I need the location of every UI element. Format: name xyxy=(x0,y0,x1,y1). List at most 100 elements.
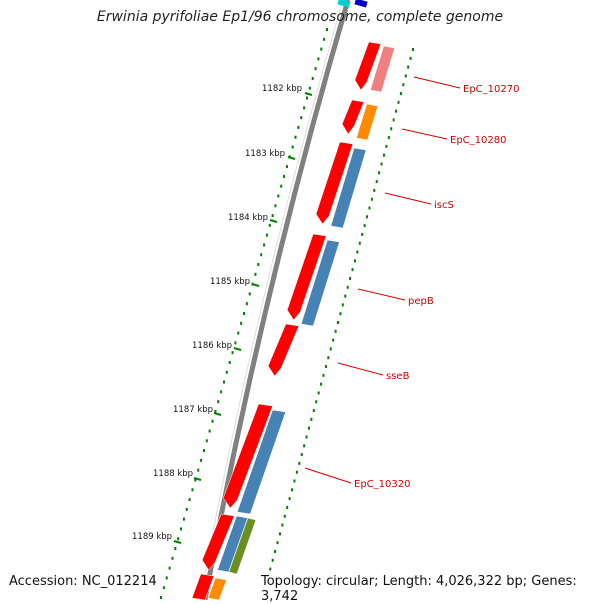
leader-line-pepb xyxy=(357,288,406,301)
tick-dot-outer xyxy=(297,125,300,129)
tick-dot-outer xyxy=(326,28,328,31)
tick-dot-inner xyxy=(399,92,402,96)
major-tick xyxy=(287,156,296,160)
tick-dot-outer xyxy=(257,263,260,267)
tick-dot-inner xyxy=(361,232,364,236)
tick-dot-inner xyxy=(407,65,410,69)
tick-dot-outer xyxy=(180,527,183,531)
tick-dot-inner xyxy=(271,558,274,562)
blast-epc10320 xyxy=(236,409,286,515)
tick-dot-inner xyxy=(366,215,369,219)
tick-dot-outer xyxy=(260,253,263,257)
tick-dot-inner xyxy=(368,206,371,210)
tick-dot-outer xyxy=(237,331,240,335)
cds-lower-2 xyxy=(191,573,215,600)
tick-dot-inner xyxy=(334,329,337,333)
leader-line-epc10280 xyxy=(401,128,448,140)
tick-dot-inner xyxy=(387,136,390,140)
major-tick xyxy=(304,92,313,96)
gene-label-epc10320: EpC_10320 xyxy=(354,479,410,490)
tick-dot-outer xyxy=(248,292,251,296)
tick-dot-inner xyxy=(310,417,313,421)
tick-dot-outer xyxy=(217,400,220,404)
tick-dot-inner xyxy=(353,259,356,263)
kbp-label-1184: 1184 kbp xyxy=(228,213,268,223)
tick-dot-inner xyxy=(320,382,323,386)
tick-dot-inner xyxy=(293,479,296,483)
tick-dot-inner xyxy=(344,294,347,298)
cds-epc10270 xyxy=(354,41,382,91)
tick-dot-outer xyxy=(208,429,211,433)
tick-dot-inner xyxy=(295,470,298,474)
tick-dot-inner xyxy=(380,162,383,166)
tick-dot-outer xyxy=(171,556,174,560)
tick-dot-inner xyxy=(315,400,318,404)
tick-dot-outer xyxy=(291,145,294,149)
tick-dot-inner xyxy=(385,144,388,148)
tick-dot-inner xyxy=(276,541,279,545)
tick-dot-outer xyxy=(240,321,243,325)
gene-label-sseb: sseB xyxy=(386,371,410,382)
tick-dot-inner xyxy=(373,188,376,192)
tick-dot-outer xyxy=(185,507,188,511)
tick-dot-outer xyxy=(265,233,268,237)
tick-dot-inner xyxy=(324,365,327,369)
tick-dot-outer xyxy=(263,243,266,247)
tick-dot-outer xyxy=(311,76,314,80)
kbp-label-group: 1182 kbp 1183 kbp 1184 kbp 1185 kbp 1186… xyxy=(132,84,302,542)
tick-dot-outer xyxy=(320,47,323,51)
tick-dot-inner xyxy=(395,109,398,113)
tick-dot-inner xyxy=(300,453,303,457)
leader-line-sseb xyxy=(337,362,384,376)
tick-dot-outer xyxy=(200,458,203,462)
tick-dot-inner xyxy=(288,497,291,501)
tick-dot-inner xyxy=(402,83,405,87)
tick-dot-outer xyxy=(182,517,185,521)
cds-epc10320 xyxy=(222,403,273,509)
tick-dot-outer xyxy=(188,498,191,502)
tick-dot-outer xyxy=(314,67,317,71)
tick-dot-outer xyxy=(231,351,234,355)
tick-dot-inner xyxy=(382,153,385,157)
tick-dot-inner xyxy=(312,409,315,413)
tick-dot-outer xyxy=(202,449,205,453)
genome-title: Erwinia pyrifoliae Ep1/96 chromosome, co… xyxy=(96,9,504,25)
leader-line-iscs xyxy=(384,192,432,205)
tick-dot-outer xyxy=(245,302,248,306)
tick-dot-outer xyxy=(294,135,297,139)
tick-dot-outer xyxy=(191,488,194,492)
feature-cyan xyxy=(337,0,351,8)
tick-dot-outer xyxy=(205,439,208,443)
tick-dot-outer xyxy=(214,409,217,413)
tick-dot-outer xyxy=(194,478,197,482)
tick-dot-inner xyxy=(346,285,349,289)
rna-lower-2 xyxy=(207,577,227,600)
tick-dot-outer xyxy=(283,174,286,178)
tick-dot-inner xyxy=(412,48,414,51)
kbp-label-1186: 1186 kbp xyxy=(192,341,232,351)
tick-dot-inner xyxy=(303,444,306,448)
tick-dot-outer xyxy=(220,390,223,394)
blast-pepb xyxy=(300,239,340,327)
gene-label-epc10270: EpC_10270 xyxy=(463,84,519,95)
tick-dot-outer xyxy=(317,57,320,61)
topology-text: Topology: circular; Length: 4,026,322 bp… xyxy=(259,574,600,604)
tick-dot-inner xyxy=(341,303,344,307)
tick-dot-inner xyxy=(375,180,378,184)
tick-dot-inner xyxy=(392,118,395,122)
tick-dot-outer xyxy=(225,370,228,374)
major-tick xyxy=(233,347,242,351)
major-tick xyxy=(269,219,278,223)
major-tick xyxy=(173,540,182,544)
tick-dot-outer xyxy=(305,96,308,100)
tick-dot-outer xyxy=(323,37,326,41)
tick-dot-inner xyxy=(363,224,366,228)
tick-dot-outer xyxy=(211,419,214,423)
cds-lower-1 xyxy=(201,513,235,571)
cds-iscs xyxy=(315,141,354,225)
blast-lower-1 xyxy=(217,515,248,573)
tick-dot-outer xyxy=(160,596,162,599)
tick-dot-outer xyxy=(271,214,274,218)
tick-dot-inner xyxy=(390,127,393,131)
